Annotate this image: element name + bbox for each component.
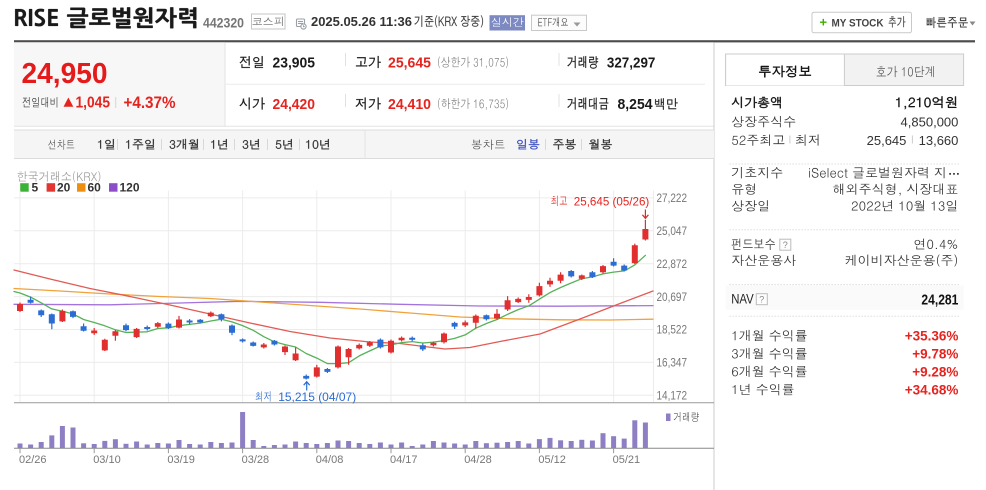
svg-text:24,410: 24,410	[388, 96, 431, 113]
svg-text:+34.68%: +34.68%	[905, 382, 959, 397]
svg-text:25,645: 25,645	[388, 54, 431, 71]
svg-text:24,281: 24,281	[921, 292, 958, 309]
svg-text:03/28: 03/28	[242, 454, 270, 466]
svg-text:20,697: 20,697	[657, 290, 688, 304]
svg-text:+35.36%: +35.36%	[905, 329, 959, 344]
svg-text:60: 60	[88, 181, 102, 195]
svg-text:+4.37%: +4.37%	[124, 93, 176, 112]
svg-text:25,047: 25,047	[657, 224, 688, 238]
svg-text:16,347: 16,347	[657, 356, 688, 370]
svg-text:03/10: 03/10	[93, 454, 121, 466]
svg-text:?: ?	[759, 295, 764, 305]
svg-text:04/28: 04/28	[464, 454, 492, 466]
svg-text:27,222: 27,222	[657, 191, 688, 205]
svg-text:23,905: 23,905	[273, 54, 316, 71]
svg-text:25,645: 25,645	[867, 133, 907, 148]
svg-text:+9.28%: +9.28%	[912, 364, 958, 379]
svg-text:13,660: 13,660	[919, 133, 959, 148]
svg-text:442320: 442320	[203, 15, 244, 30]
svg-text:2025.05.26 11:36: 2025.05.26 11:36	[311, 14, 412, 29]
svg-text:+: +	[820, 15, 828, 30]
svg-text:18,522: 18,522	[657, 323, 688, 337]
svg-text:MY STOCK: MY STOCK	[832, 18, 884, 30]
svg-text:22,872: 22,872	[657, 257, 688, 271]
svg-text:25,645 (05/26): 25,645 (05/26)	[574, 194, 650, 208]
svg-text:05/12: 05/12	[538, 454, 566, 466]
svg-text:24,420: 24,420	[273, 96, 316, 113]
svg-text:120: 120	[120, 181, 140, 195]
svg-text:24,950: 24,950	[22, 58, 108, 90]
svg-text:1,045: 1,045	[76, 95, 111, 112]
svg-text:04/17: 04/17	[390, 454, 418, 466]
svg-text:4,850,000: 4,850,000	[901, 115, 959, 130]
svg-text:15,215 (04/07): 15,215 (04/07)	[278, 390, 356, 404]
svg-text:03/19: 03/19	[167, 454, 195, 466]
svg-text:02/26: 02/26	[19, 454, 47, 466]
svg-text:14,172: 14,172	[657, 389, 688, 403]
svg-text:+9.78%: +9.78%	[912, 347, 958, 362]
svg-text:8,254: 8,254	[618, 96, 654, 113]
svg-text:05/21: 05/21	[613, 454, 641, 466]
svg-text:327,297: 327,297	[607, 54, 656, 71]
svg-text:5: 5	[32, 181, 39, 195]
svg-text:NAV: NAV	[731, 292, 754, 307]
svg-text:20: 20	[57, 181, 71, 195]
svg-text:04/08: 04/08	[316, 454, 344, 466]
svg-text:?: ?	[783, 240, 788, 250]
